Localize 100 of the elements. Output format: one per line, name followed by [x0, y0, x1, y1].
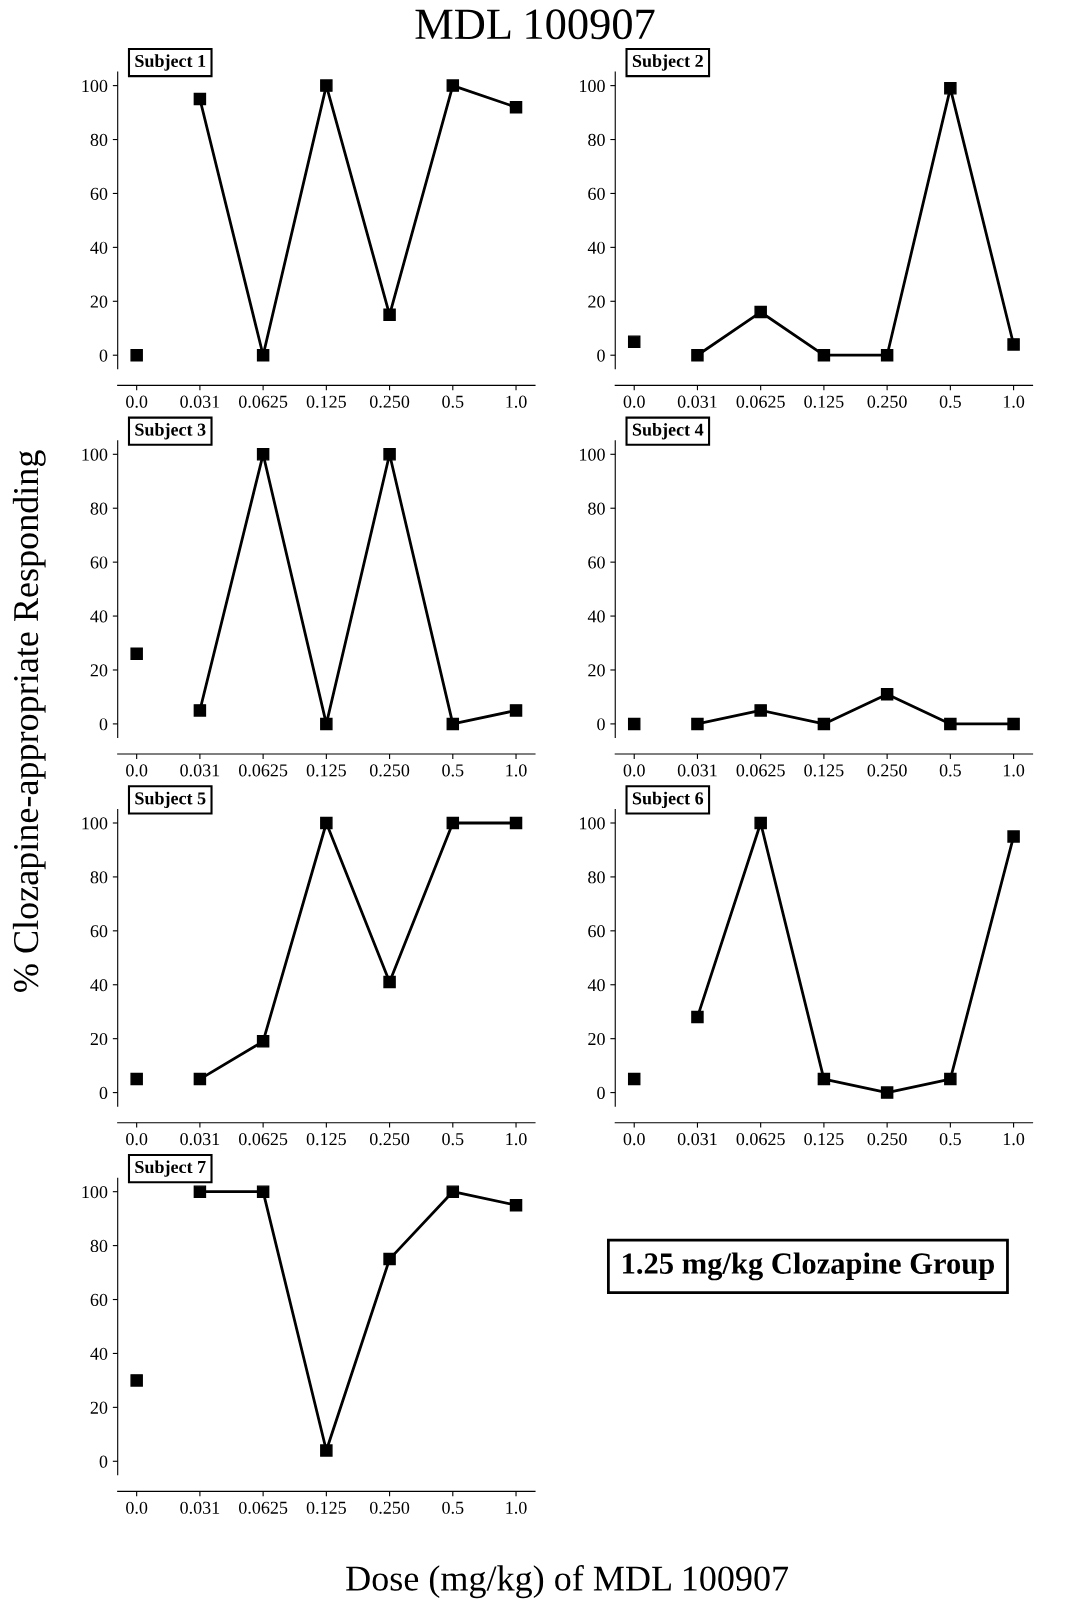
x-tick-label: 0.250 [867, 395, 907, 408]
x-tick-label: 0.125 [306, 1132, 346, 1146]
x-tick-label: 1.0 [1003, 1132, 1025, 1146]
x-tick-label: 0.5 [442, 1501, 464, 1514]
point [817, 1072, 831, 1086]
point [130, 1374, 143, 1387]
y-tick-label: 60 [588, 187, 605, 200]
point [446, 1185, 460, 1198]
x-tick-label: 1.0 [506, 1132, 527, 1146]
x-tick-label: 0.5 [939, 1132, 961, 1146]
point [383, 975, 396, 989]
x-tick-label: 0.125 [306, 395, 346, 408]
x-tick-label: 0.0 [623, 395, 645, 408]
x-tick-label: 0.5 [939, 395, 961, 408]
point [627, 717, 641, 731]
x-tick-label: 0.031 [677, 1132, 717, 1146]
point [509, 1198, 523, 1212]
chart-title: Subject 2 [632, 54, 703, 71]
point [130, 647, 143, 661]
point [880, 687, 894, 701]
point [509, 704, 523, 717]
y-tick-label: 80 [90, 133, 108, 146]
point [193, 1072, 207, 1086]
point [256, 448, 270, 461]
x-tick-label: 0.125 [306, 1501, 346, 1514]
text: Dose (mg/kg) of MDL 100907 [346, 1564, 789, 1599]
x-tick-label: 0.125 [804, 395, 844, 408]
point [691, 1010, 704, 1024]
y-tick-label: 100 [82, 79, 108, 93]
x-tick-label: 0.5 [442, 395, 464, 408]
y-tick-label: 60 [588, 925, 605, 938]
y-tick-label: 20 [90, 1401, 108, 1414]
y-tick-label: 20 [90, 1032, 108, 1046]
y-tick-label: 60 [90, 556, 108, 569]
point [446, 816, 460, 830]
x-tick-label: 0.250 [369, 764, 410, 777]
y-tick-label: 80 [90, 1239, 108, 1253]
y-tick-label: 100 [82, 1185, 108, 1199]
x-tick-label: 0.031 [180, 1132, 220, 1146]
x-tick-label: 0.250 [369, 1132, 410, 1146]
y-tick-label: 80 [588, 871, 605, 884]
y-tick-label: 60 [588, 556, 605, 569]
x-tick-label: 0.250 [867, 1132, 907, 1146]
point [320, 1444, 333, 1457]
point [1007, 830, 1020, 843]
y-tick-label: 100 [82, 817, 108, 830]
point [754, 305, 767, 319]
y-tick-label: 0 [99, 1086, 108, 1100]
y-tick-label: 40 [90, 610, 108, 623]
x-tick-label: 0.5 [442, 764, 464, 777]
x-tick-label: 0.0625 [736, 1132, 785, 1146]
x-tick-label: 0.5 [442, 1132, 464, 1146]
point [509, 100, 523, 114]
point [817, 717, 831, 731]
y-tick-label: 0 [99, 718, 108, 731]
x-tick-label: 1.0 [1003, 764, 1025, 777]
y-tick-label: 40 [587, 241, 605, 254]
point [880, 1086, 894, 1099]
x-tick-label: 0.0625 [736, 764, 785, 777]
point [320, 717, 333, 731]
point [446, 79, 460, 92]
x-tick-label: 0.0625 [238, 1132, 288, 1146]
y-tick-label: 60 [90, 187, 108, 200]
y-tick-label: 100 [82, 448, 108, 461]
x-tick-label: 0.125 [306, 764, 346, 777]
y-tick-label: 20 [588, 664, 605, 677]
x-tick-label: 0.0 [126, 1501, 148, 1514]
text: 1.25 mg/kg Clozapine Group [623, 1252, 995, 1281]
point [383, 1252, 396, 1266]
point [193, 92, 207, 106]
y-tick-label: 80 [588, 502, 605, 515]
y-tick-label: 20 [90, 664, 108, 677]
chart-title: Subject 3 [135, 423, 206, 440]
y-tick-label: 40 [587, 979, 605, 992]
y-tick-label: 80 [90, 871, 108, 884]
point [944, 1072, 957, 1086]
y-tick-label: 0 [99, 349, 108, 362]
point [509, 816, 523, 830]
point [256, 1035, 270, 1048]
x-tick-label: 1.0 [506, 764, 527, 777]
point [1007, 338, 1020, 351]
point [256, 348, 270, 362]
y-tick-label: 40 [90, 1347, 108, 1360]
y-tick-label: 100 [580, 817, 605, 830]
chart-title: Subject 6 [632, 791, 704, 809]
x-tick-label: 0.031 [677, 764, 717, 777]
x-tick-label: 0.0625 [238, 764, 288, 777]
x-tick-label: 0.031 [180, 395, 220, 408]
x-tick-label: 1.0 [506, 395, 527, 408]
point [193, 1185, 207, 1198]
x-tick-label: 0.031 [180, 1501, 220, 1514]
point [1007, 717, 1020, 731]
point [320, 816, 333, 830]
point [817, 348, 831, 362]
x-tick-label: 1.0 [506, 1501, 527, 1514]
x-tick-label: 0.0625 [238, 395, 288, 408]
point [256, 1185, 270, 1198]
y-tick-label: 0 [597, 349, 605, 362]
y-tick-label: 100 [580, 448, 605, 461]
x-tick-label: 0.0625 [736, 395, 785, 408]
